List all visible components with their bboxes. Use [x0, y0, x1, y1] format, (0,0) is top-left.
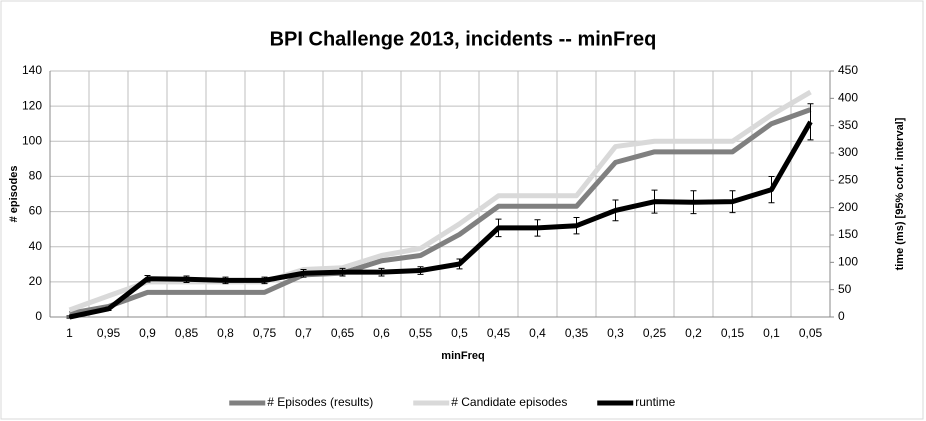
series-line: [69, 107, 812, 316]
y2-tick-label: 50: [838, 282, 852, 296]
legend-label: # Candidate episodes: [451, 395, 567, 409]
x-tick-label: 0,1: [763, 326, 780, 340]
y-tick-label: 40: [29, 239, 43, 253]
x-tick-label: 0,25: [643, 326, 667, 340]
y2-tick-label: 450: [838, 63, 858, 77]
x-tick-label: 0,65: [331, 326, 355, 340]
x-tick-label: 0,95: [97, 326, 121, 340]
y2-tick-label: 300: [838, 145, 858, 159]
y2-tick-label: 250: [838, 173, 858, 187]
y2-axis-label: time (ms) [95% conf. interval]: [894, 117, 906, 270]
x-tick-label: 0,15: [721, 326, 745, 340]
legend-label: # Episodes (results): [267, 395, 373, 409]
y2-tick-label: 200: [838, 200, 858, 214]
x-tick-label: 0,4: [529, 326, 546, 340]
x-tick-label: 0,85: [175, 326, 199, 340]
y2-tick-label: 400: [838, 91, 858, 105]
x-axis-label: minFreq: [441, 350, 484, 362]
x-tick-label: 0,5: [451, 326, 468, 340]
y-tick-label: 20: [29, 274, 43, 288]
legend-label: runtime: [635, 395, 675, 409]
x-tick-label: 0,45: [487, 326, 511, 340]
x-tick-label: 0,2: [685, 326, 702, 340]
y-tick-label: 0: [35, 309, 42, 323]
y-tick-label: 120: [22, 98, 42, 112]
y2-tick-label: 150: [838, 227, 858, 241]
x-tick-label: 0,35: [565, 326, 589, 340]
chart-title: BPI Challenge 2013, incidents -- minFreq: [270, 28, 657, 50]
y-tick-label: 60: [29, 204, 43, 218]
x-tick-label: 0,3: [607, 326, 624, 340]
y-tick-label: 140: [22, 63, 42, 77]
x-tick-label: 0,6: [373, 326, 390, 340]
series-line: [68, 120, 813, 320]
y-tick-label: 80: [29, 169, 43, 183]
x-tick-label: 1: [66, 326, 73, 340]
y-tick-label: 100: [22, 133, 42, 147]
x-tick-label: 0,8: [217, 326, 234, 340]
x-tick-label: 0,9: [139, 326, 156, 340]
x-tick-label: 0,05: [799, 326, 823, 340]
x-tick-label: 0,75: [253, 326, 277, 340]
x-tick-label: 0,7: [295, 326, 312, 340]
y2-tick-label: 0: [838, 309, 845, 323]
y2-tick-label: 350: [838, 118, 858, 132]
y2-tick-label: 100: [838, 255, 858, 269]
y-axis-label: # episodes: [8, 166, 20, 223]
x-tick-label: 0,55: [409, 326, 433, 340]
